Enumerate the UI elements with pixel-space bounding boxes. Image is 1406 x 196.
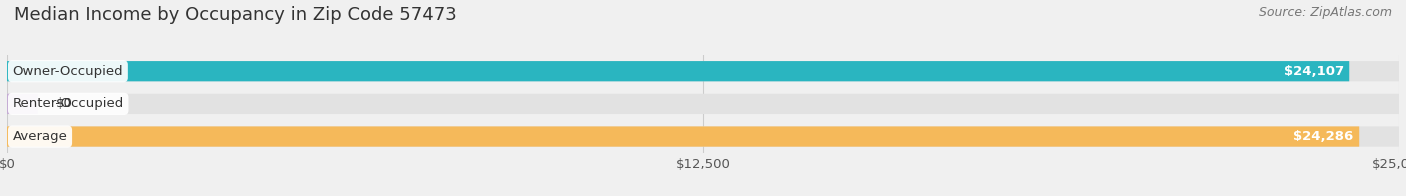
Text: $0: $0 [56,97,73,110]
FancyBboxPatch shape [7,126,1360,147]
Text: $24,286: $24,286 [1294,130,1354,143]
Text: $24,107: $24,107 [1284,65,1344,78]
FancyBboxPatch shape [7,61,1350,81]
FancyBboxPatch shape [7,61,1399,81]
FancyBboxPatch shape [7,94,1399,114]
Text: Average: Average [13,130,67,143]
Text: Renter-Occupied: Renter-Occupied [13,97,124,110]
Text: Owner-Occupied: Owner-Occupied [13,65,124,78]
Text: Median Income by Occupancy in Zip Code 57473: Median Income by Occupancy in Zip Code 5… [14,6,457,24]
FancyBboxPatch shape [7,126,1399,147]
Text: Source: ZipAtlas.com: Source: ZipAtlas.com [1258,6,1392,19]
FancyBboxPatch shape [7,94,38,114]
